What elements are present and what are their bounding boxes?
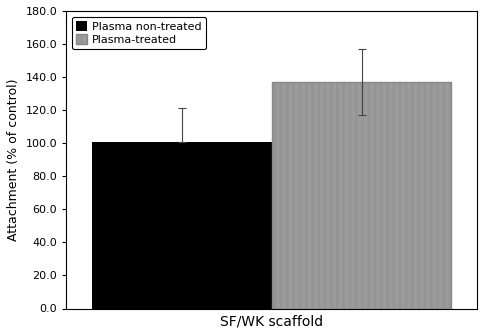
Y-axis label: Attachment (% of control): Attachment (% of control) [7, 78, 20, 241]
Legend: Plasma non-treated, Plasma-treated: Plasma non-treated, Plasma-treated [72, 16, 206, 49]
Bar [92, 142, 272, 309]
Bar [272, 82, 452, 309]
X-axis label: SF/WK scaffold: SF/WK scaffold [220, 314, 323, 328]
